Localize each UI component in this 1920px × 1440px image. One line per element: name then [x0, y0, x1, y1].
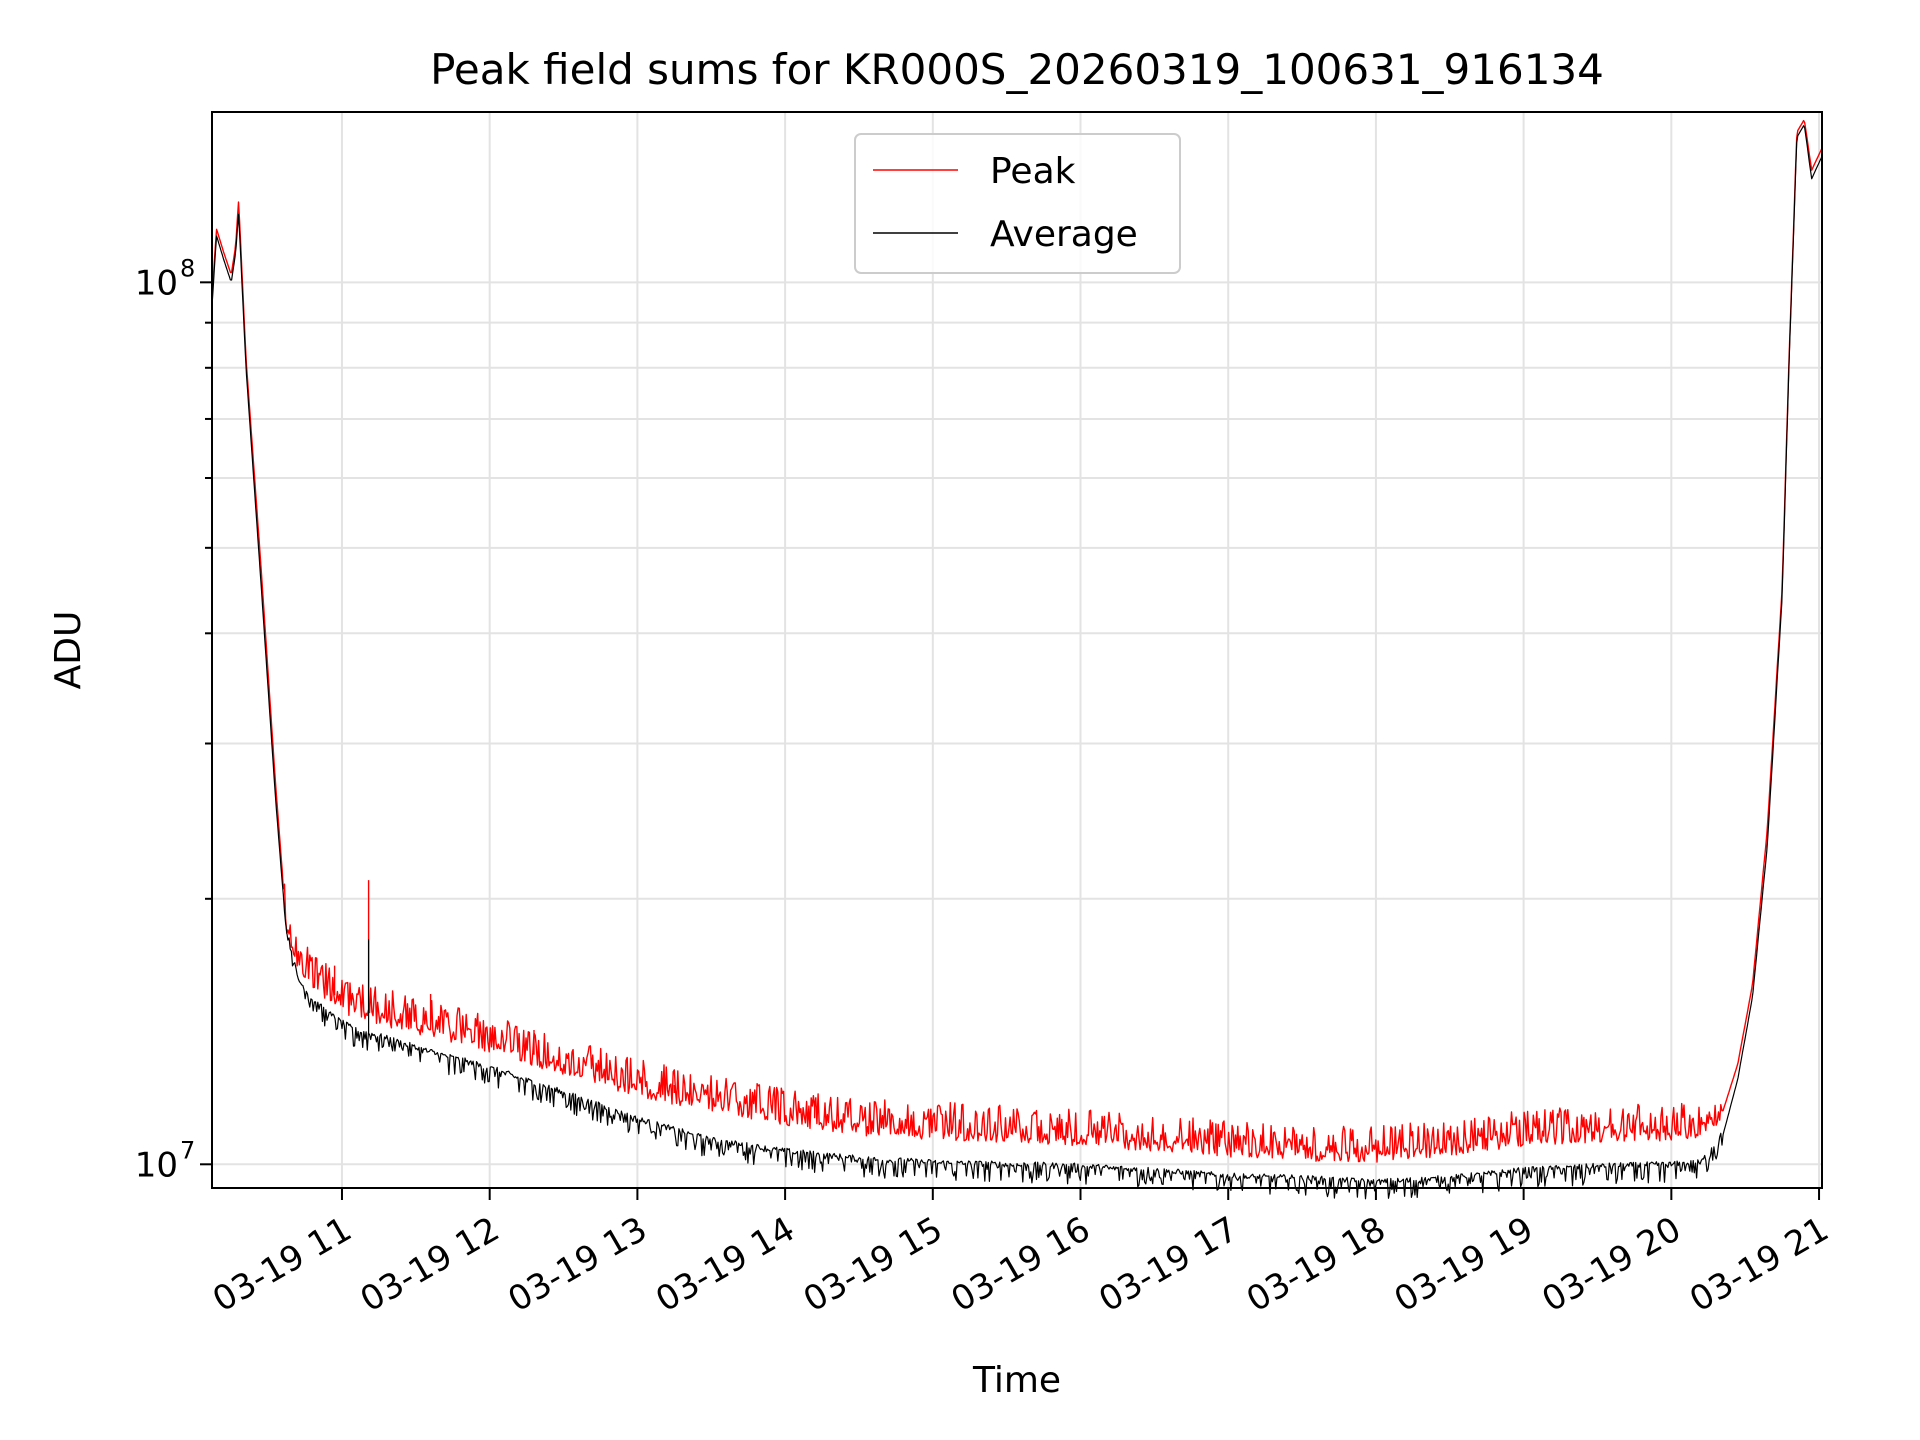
plot-frame — [211, 111, 1823, 1189]
chart-title: Peak field sums for KR000S_20260319_1006… — [430, 45, 1604, 94]
y-tick-exponent: 7 — [180, 1136, 195, 1164]
series-layer — [211, 119, 1823, 1200]
y-tick-exponent: 8 — [180, 254, 195, 282]
plot-area — [212, 112, 1822, 1188]
legend-average-label: Average — [990, 214, 1138, 255]
y-axis-label: ADU — [48, 611, 89, 690]
y-tick-label: 10 — [135, 263, 178, 303]
x-axis-label: Time — [972, 1360, 1061, 1401]
legend-peak-label: Peak — [990, 151, 1076, 192]
legend-box — [854, 133, 1181, 274]
legend: Peak Average — [854, 133, 1181, 274]
series-average-line — [211, 125, 1823, 1200]
y-tick-label: 10 — [135, 1145, 178, 1185]
